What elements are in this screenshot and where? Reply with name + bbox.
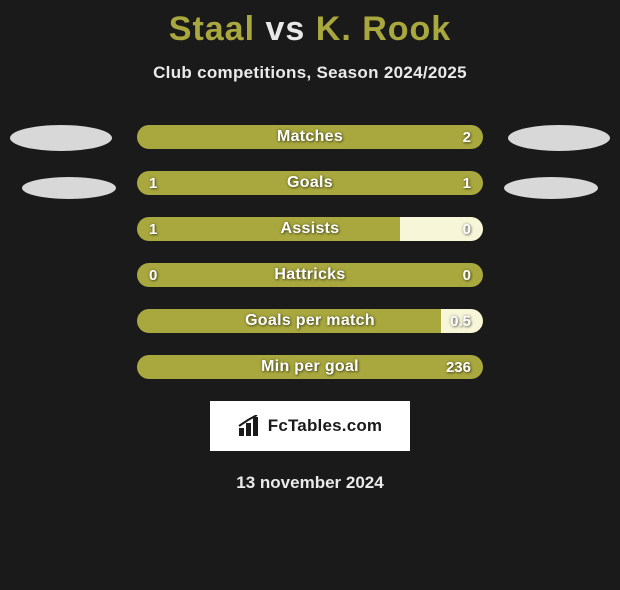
title-player2: K. Rook: [316, 10, 451, 48]
stat-value-left: 0: [149, 263, 157, 287]
stat-row: Goals per match0.5: [137, 309, 483, 333]
stat-row: Hattricks0 0: [137, 263, 483, 287]
stat-label: Assists: [137, 217, 483, 241]
stat-value-right: 1: [463, 171, 471, 195]
avatar-placeholder-bottom-left: [22, 177, 116, 199]
avatar-placeholder-top-left: [10, 125, 112, 151]
stat-row: Goals1 1: [137, 171, 483, 195]
content-area: Matches2Goals11Assists10Hattricks00Goals…: [0, 125, 620, 493]
stat-value-right: 0: [463, 217, 471, 241]
stat-label: Goals per match: [137, 309, 483, 333]
page-title: Staal vs K. Rook: [0, 10, 620, 49]
stat-label: Matches: [137, 125, 483, 149]
stat-value-right: 0.5: [450, 309, 471, 333]
stat-value-right: 2: [463, 125, 471, 149]
date-label: 13 november 2024: [0, 473, 620, 493]
stat-row: Min per goal236: [137, 355, 483, 379]
stat-value-right: 0: [463, 263, 471, 287]
title-vs: vs: [265, 10, 305, 48]
logo-text: FcTables.com: [268, 416, 383, 436]
avatar-placeholder-bottom-right: [504, 177, 598, 199]
avatar-placeholder-top-right: [508, 125, 610, 151]
comparison-bars: Matches2Goals11Assists10Hattricks00Goals…: [137, 125, 483, 379]
subtitle: Club competitions, Season 2024/2025: [0, 63, 620, 83]
stat-value-left: 1: [149, 171, 157, 195]
logo-box[interactable]: FcTables.com: [210, 401, 410, 451]
stat-row: Matches2: [137, 125, 483, 149]
stat-label: Goals: [137, 171, 483, 195]
stat-label: Hattricks: [137, 263, 483, 287]
stat-value-left: 1: [149, 217, 157, 241]
title-player1: Staal: [169, 10, 255, 48]
fctables-logo-icon: [238, 415, 262, 437]
stat-label: Min per goal: [137, 355, 483, 379]
stat-row: Assists1 0: [137, 217, 483, 241]
stat-value-right: 236: [446, 355, 471, 379]
